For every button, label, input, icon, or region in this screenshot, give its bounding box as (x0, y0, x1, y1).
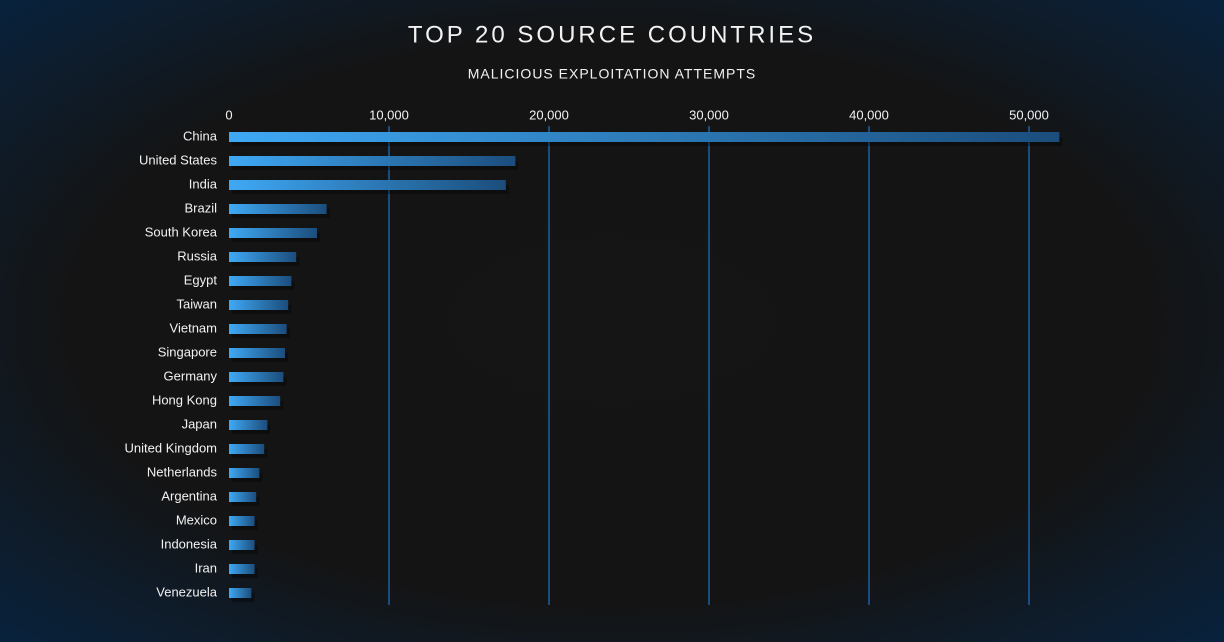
bar (229, 132, 1060, 142)
y-tick-label: United States (139, 152, 218, 167)
bar (229, 180, 506, 190)
bar (229, 468, 260, 478)
y-tick-label: Hong Kong (152, 392, 217, 407)
bar (229, 540, 255, 550)
bar (229, 228, 317, 238)
x-tick-label: 30,000 (689, 107, 729, 122)
y-tick-label: Netherlands (147, 464, 218, 479)
y-tick-label: India (189, 176, 218, 191)
y-tick-label: Singapore (158, 344, 217, 359)
bar (229, 492, 257, 502)
y-tick-label: Egypt (184, 272, 218, 287)
y-tick-label: Taiwan (177, 296, 217, 311)
y-tick-label: Argentina (161, 488, 217, 503)
bar (229, 396, 281, 406)
bar (229, 372, 284, 382)
x-tick-label: 0 (225, 107, 232, 122)
x-tick-label: 20,000 (529, 107, 569, 122)
y-tick-label: Germany (164, 368, 218, 383)
y-tick-label: Japan (182, 416, 217, 431)
bar (229, 252, 297, 262)
bar (229, 516, 255, 526)
chart-subtitle: MALICIOUS EXPLOITATION ATTEMPTS (468, 66, 756, 82)
x-tick-label: 50,000 (1009, 107, 1049, 122)
y-tick-label: United Kingdom (125, 440, 218, 455)
bar (229, 420, 268, 430)
chart-title: TOP 20 SOURCE COUNTRIES (408, 21, 816, 48)
y-tick-label: China (183, 128, 218, 143)
bar (229, 444, 265, 454)
bar (229, 588, 252, 598)
x-tick-label: 40,000 (849, 107, 889, 122)
y-tick-label: Mexico (176, 512, 217, 527)
bar (229, 156, 516, 166)
y-tick-label: Iran (195, 560, 217, 575)
y-tick-label: Brazil (184, 200, 217, 215)
y-tick-label: Russia (177, 248, 218, 263)
bar (229, 204, 327, 214)
y-tick-label: Vietnam (170, 320, 217, 335)
y-tick-label: South Korea (145, 224, 218, 239)
y-tick-label: Venezuela (156, 584, 217, 599)
y-tick-label: Indonesia (161, 536, 218, 551)
bar (229, 348, 285, 358)
bar (229, 276, 292, 286)
x-tick-label: 10,000 (369, 107, 409, 122)
bar (229, 324, 287, 334)
bar (229, 300, 289, 310)
bar (229, 564, 255, 574)
